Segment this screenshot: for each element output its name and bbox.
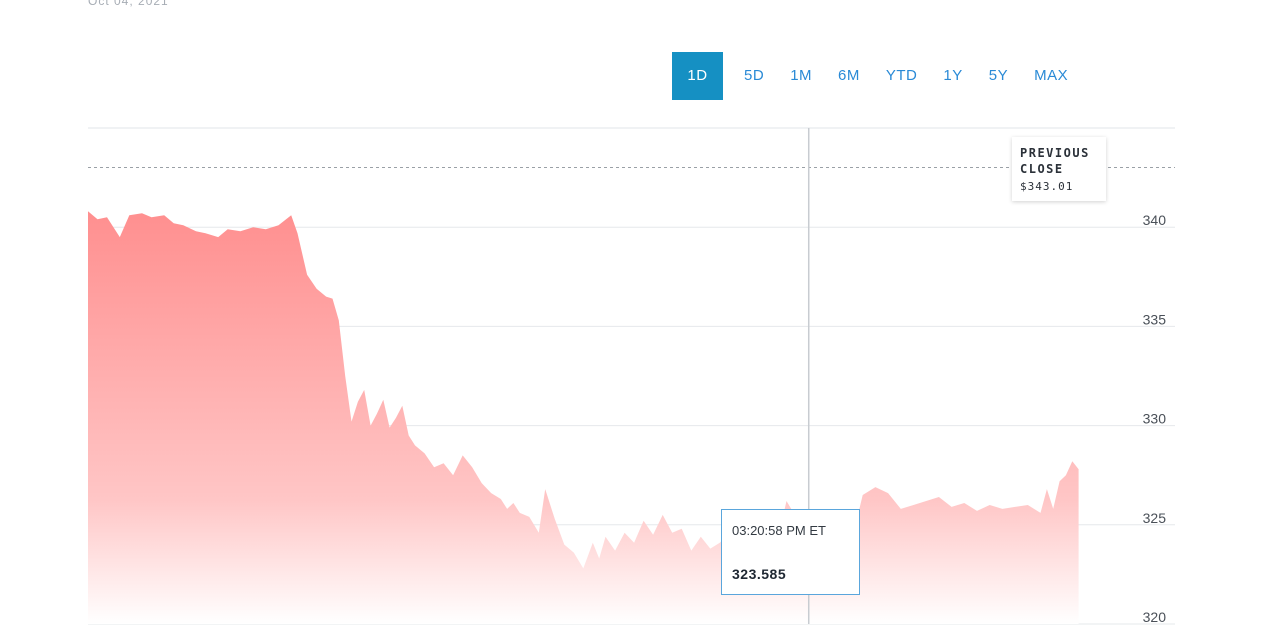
price-area [88,211,1079,625]
range-button-max[interactable]: MAX [1034,67,1069,84]
previous-close-value: $343.01 [1020,180,1074,193]
range-button-5y[interactable]: 5Y [988,67,1009,84]
previous-close-label: PREVIOUS CLOSE [1020,146,1090,176]
range-button-5d[interactable]: 5D [744,67,765,84]
tooltip-value: 323.585 [732,566,787,582]
y-tick-label-330: 330 [1143,411,1167,427]
y-tick-label-340: 340 [1143,212,1167,228]
range-selector: 1D 5D 1M 6M YTD 1Y 5Y MAX [672,52,1081,100]
range-button-1m[interactable]: 1M [790,67,813,84]
y-axis-ticks: 340 335 330 325 320 [1143,212,1167,625]
y-tick-label-325: 325 [1143,510,1167,526]
range-button-1y[interactable]: 1Y [943,67,963,84]
y-tick-label-335: 335 [1143,311,1167,327]
range-button-1d[interactable]: 1D [672,52,723,100]
range-button-6m[interactable]: 6M [838,67,860,84]
range-button-ytd[interactable]: YTD [885,67,918,84]
hover-tooltip: 03:20:58 PM ET 323.585 [721,509,860,595]
y-tick-label-320: 320 [1143,609,1167,625]
chart-date: Oct 04, 2021 [88,0,169,8]
previous-close-box: PREVIOUS CLOSE $343.01 [1012,137,1106,201]
tooltip-time: 03:20:58 PM ET [732,523,826,538]
price-area-fill [88,211,1079,625]
